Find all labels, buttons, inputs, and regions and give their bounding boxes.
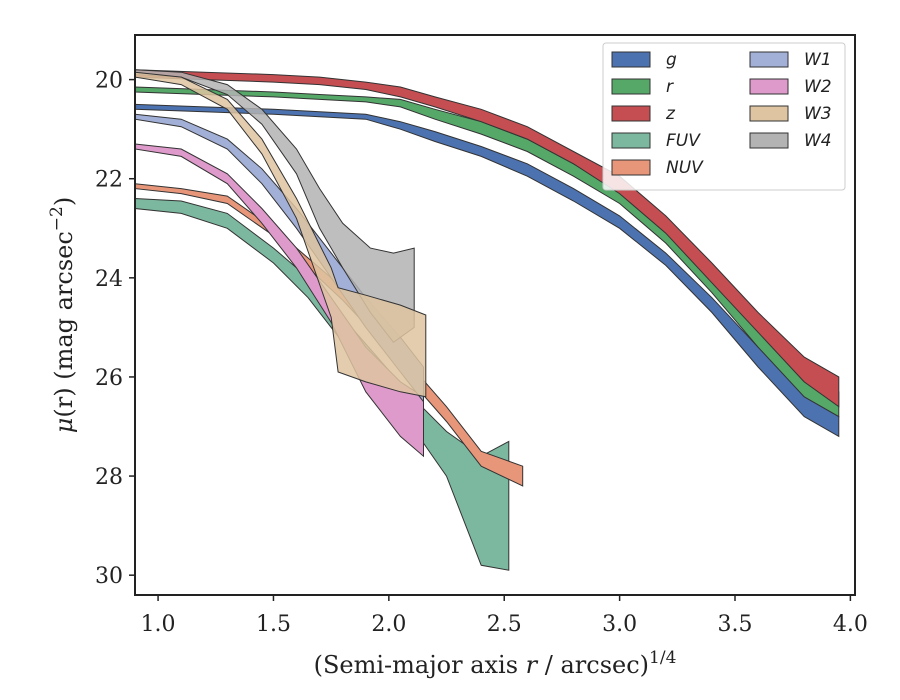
legend-label-w2: W2 bbox=[804, 77, 832, 97]
legend-swatch-z bbox=[611, 105, 651, 122]
x-tick-label: 2.0 bbox=[371, 612, 406, 637]
plot-frame bbox=[134, 34, 856, 596]
legend-swatch-nuv bbox=[611, 159, 651, 176]
y-axis-label: μ(r) (mag arcsec−2) bbox=[47, 197, 78, 433]
legend-swatch-w4 bbox=[749, 132, 789, 149]
legend-label-w4: W4 bbox=[804, 131, 832, 151]
y-tick-label: 28 bbox=[95, 465, 123, 490]
legend-swatch-fuv bbox=[611, 132, 651, 149]
x-tick-label: 1.5 bbox=[256, 612, 291, 637]
band-w3 bbox=[134, 71, 427, 398]
legend-label-w1: W1 bbox=[804, 50, 832, 70]
band-g bbox=[134, 103, 840, 438]
y-tick-label: 26 bbox=[95, 366, 123, 391]
x-tick-label: 4.0 bbox=[833, 612, 868, 637]
profile-bands bbox=[134, 69, 840, 571]
y-tick-label: 24 bbox=[95, 267, 123, 292]
legend-label-w3: W3 bbox=[804, 104, 832, 124]
x-tick-label: 3.5 bbox=[718, 612, 753, 637]
band-r bbox=[134, 86, 840, 418]
x-axis-label: (Semi-major axis r / arcsec)1/4 bbox=[314, 648, 677, 679]
y-tick-label: 22 bbox=[95, 168, 123, 193]
legend-label-g: g bbox=[666, 50, 677, 70]
legend: grz FUV NUV W1 W2 W3 W4 bbox=[602, 42, 846, 191]
legend-label-fuv: FUV bbox=[666, 131, 701, 151]
legend-swatch-g bbox=[611, 51, 651, 68]
legend-swatch-w1 bbox=[749, 51, 789, 68]
y-tick-label: 30 bbox=[95, 564, 123, 589]
y-axis-ticks: 20 22 24 26 28 30 bbox=[95, 69, 135, 589]
legend-label-z: z bbox=[665, 104, 676, 124]
legend-label-nuv: NUV bbox=[666, 158, 704, 178]
y-tick-label: 20 bbox=[95, 69, 123, 94]
band-w2 bbox=[134, 143, 424, 458]
band-w1 bbox=[134, 113, 424, 404]
x-tick-label: 2.5 bbox=[487, 612, 522, 637]
band-z bbox=[134, 69, 840, 408]
legend-swatch-w2 bbox=[749, 78, 789, 95]
x-tick-label: 1.0 bbox=[141, 612, 176, 637]
x-axis-ticks: 1.0 1.5 2.0 2.5 3.0 3.5 4.0 bbox=[141, 595, 868, 637]
legend-swatch-w3 bbox=[749, 105, 789, 122]
legend-label-r: r bbox=[666, 77, 674, 97]
legend-swatch-r bbox=[611, 78, 651, 95]
x-tick-label: 3.0 bbox=[602, 612, 637, 637]
